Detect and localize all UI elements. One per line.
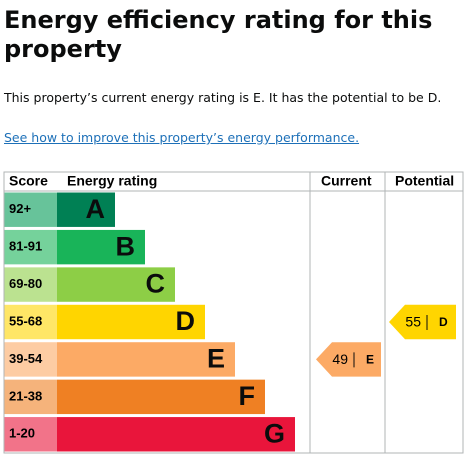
potential-rating: D (439, 315, 448, 329)
current-arrow (316, 342, 381, 377)
band-letter: A (86, 194, 106, 224)
band-score: 69-80 (9, 276, 42, 291)
potential-score: 55 (405, 314, 421, 330)
header-cell: Energy rating (67, 173, 157, 189)
score-cell (4, 192, 57, 227)
band-letter: F (239, 381, 256, 411)
rating-bar (57, 379, 265, 415)
summary: This property’s current energy rating is… (4, 90, 442, 105)
band-score: 55-68 (9, 313, 42, 328)
rating-bar (57, 304, 205, 340)
score-cell (4, 267, 57, 302)
band-letter: B (116, 231, 136, 261)
band-score: 39-54 (9, 351, 43, 366)
header-cell: Score (9, 173, 48, 189)
table-border (3, 171, 464, 454)
header-cell: Potential (395, 173, 454, 189)
band-score: 81-91 (9, 239, 42, 254)
band-letter: C (146, 269, 166, 299)
current-score: 49 (332, 351, 348, 367)
band-score: 21-38 (9, 388, 42, 403)
score-cell (4, 379, 57, 415)
rating-bar (57, 417, 295, 452)
title: Energy efficiency rating for this proper… (4, 6, 433, 63)
band-letter: E (207, 344, 225, 374)
potential-arrow (389, 304, 456, 340)
score-cell (4, 342, 57, 377)
band-letter: D (176, 306, 196, 336)
rating-bar (57, 229, 145, 265)
rating-bar (57, 342, 235, 377)
score-cell (4, 304, 57, 340)
score-cell (4, 229, 57, 265)
current-rating: E (366, 353, 374, 367)
rating-bar (57, 192, 115, 227)
rating-bar (57, 267, 175, 302)
header-cell: Current (321, 173, 372, 189)
score-cell (4, 417, 57, 452)
improve-link[interactable]: See how to improve this property’s energ… (4, 130, 360, 145)
band-score: 1-20 (9, 426, 35, 441)
band-letter: G (264, 418, 285, 448)
band-score: 92+ (9, 201, 31, 216)
